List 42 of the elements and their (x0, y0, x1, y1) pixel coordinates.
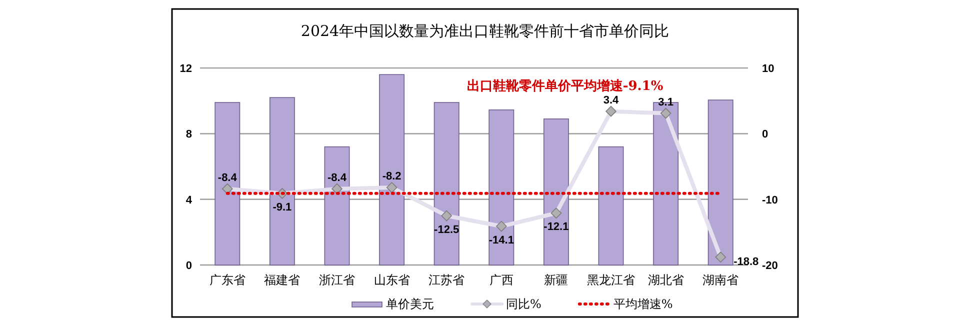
data-label: -12.5 (434, 224, 460, 236)
bar (379, 74, 405, 266)
x-tick-label: 湖北省 (648, 273, 684, 287)
y-tick-label: 4 (186, 194, 193, 206)
legend-label: 同比% (506, 297, 542, 311)
x-tick-label: 广西 (489, 273, 514, 287)
bar (708, 100, 734, 266)
legend-label: 单价美元 (386, 297, 434, 311)
legend-label: 平均增速% (613, 297, 673, 311)
bar (434, 102, 460, 266)
x-tick-label: 新疆 (544, 273, 568, 287)
bar (324, 146, 350, 266)
x-tick-label: 广东省 (209, 273, 246, 287)
data-label: -8.4 (328, 172, 348, 184)
y2-tick-label: 10 (762, 63, 774, 75)
data-label: -18.8 (734, 256, 759, 268)
bar (488, 109, 514, 266)
x-tick-label: 江苏省 (428, 273, 465, 287)
bar (543, 118, 569, 266)
bar (214, 102, 240, 266)
bar (598, 146, 624, 266)
data-label: 3.1 (658, 96, 674, 108)
x-tick-label: 福建省 (264, 273, 300, 287)
x-tick-label: 浙江省 (319, 273, 355, 287)
data-label: -8.4 (218, 172, 238, 184)
data-label: 3.4 (603, 94, 620, 106)
y-tick-label: 12 (180, 63, 192, 75)
x-tick-label: 山东省 (374, 273, 410, 287)
x-tick-label: 湖南省 (702, 273, 739, 287)
y2-tick-label: 0 (762, 128, 768, 141)
data-label: -9.1 (272, 201, 292, 214)
y2-tick-label: -10 (762, 194, 778, 206)
y2-tick-label: -20 (762, 260, 778, 272)
data-label: -12.1 (544, 221, 569, 234)
y-tick-label: 0 (186, 260, 192, 272)
chart-title: 2024年中国以数量为准出口鞋靴零件前十省市单价同比 (300, 22, 670, 40)
bar (269, 97, 295, 266)
data-label: -14.1 (488, 234, 514, 246)
x-tick-label: 黑龙江省 (587, 273, 635, 287)
y-tick-label: 8 (186, 128, 192, 141)
annotation: 出口鞋靴零件单价平均增速-9.1% (466, 78, 664, 94)
data-label: -8.2 (382, 170, 402, 183)
